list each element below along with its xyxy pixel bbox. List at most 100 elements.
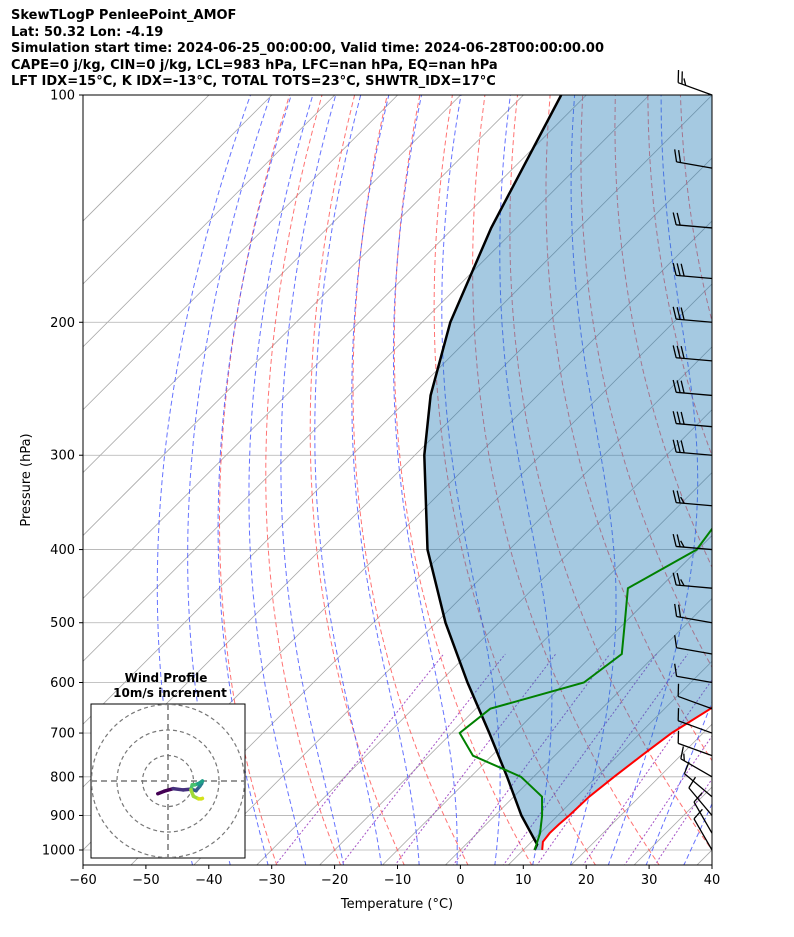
wind-barb-feather	[693, 792, 703, 803]
wind-barb-staff	[688, 787, 713, 816]
wind-barb-feather	[680, 496, 685, 504]
wind-barb-feather	[676, 263, 681, 276]
wind-barb-staff	[693, 818, 713, 851]
wind-barb-feather	[672, 212, 677, 225]
hodograph-title: Wind Profile	[125, 671, 208, 685]
y-axis: 100 200 300 400 500 600 700 800 900 1000	[42, 89, 83, 859]
moist-adiabat-line	[683, 802, 712, 865]
wind-barb-feather	[680, 380, 685, 394]
mixing-ratio-line	[274, 653, 445, 865]
wind-barb-feather	[677, 150, 682, 163]
time-line: Simulation start time: 2024-06-25_00:00:…	[11, 41, 604, 56]
dry-adiabat-line	[472, 95, 660, 865]
dry-adiabat-line	[580, 95, 712, 669]
indices-line-1: CAPE=0 j/kg, CIN=0 j/kg, LCL=983 hPa, LF…	[11, 57, 498, 73]
isotherm-line	[83, 95, 398, 411]
moist-adiabat-line	[217, 95, 292, 865]
wind-barb-feather	[672, 345, 677, 358]
dry-adiabat-line	[265, 95, 342, 865]
wind-barb-feather	[676, 572, 681, 586]
location-line: Lat: 50.32 Lon: -4.19	[11, 24, 164, 40]
y-axis-label: Pressure (hPa)	[19, 433, 34, 526]
moist-adiabat-line	[607, 95, 699, 865]
isotherm-line	[83, 95, 650, 662]
moist-adiabat-line	[280, 95, 345, 865]
dry-adiabat-line	[309, 95, 405, 865]
hodograph-subtitle: 10m/s increment	[113, 686, 227, 700]
wind-barb-feather	[676, 380, 681, 393]
wind-barb-staff	[693, 801, 713, 834]
wind-barb-feather	[676, 307, 681, 320]
isotherm-line	[319, 472, 712, 865]
y-tick-label: 300	[50, 449, 75, 464]
x-tick-label: 0	[456, 873, 464, 888]
wind-barb-feather	[672, 572, 677, 586]
wind-barb-feather	[676, 212, 681, 226]
wind-barb-feather	[674, 663, 678, 677]
y-tick-label: 700	[50, 727, 75, 742]
x-tick-label: −10	[384, 873, 411, 888]
wind-barb-feather	[680, 746, 684, 759]
wind-barb-staff	[677, 82, 713, 96]
wind-barb-feather	[674, 603, 678, 617]
moist-adiabat-line	[314, 95, 382, 865]
y-tick-label: 900	[50, 809, 75, 824]
moist-adiabat-line	[441, 95, 501, 865]
wind-barb-staff	[676, 545, 713, 551]
wind-barb-staff	[676, 584, 713, 589]
dry-adiabat-line	[219, 95, 290, 865]
wind-barb-feather	[693, 808, 703, 820]
wind-barb-feather	[672, 306, 677, 320]
wind-barb-feather	[680, 263, 685, 277]
isotherm-line	[130, 283, 712, 865]
wind-barb-staff	[676, 274, 713, 280]
wind-barb-feather	[676, 345, 681, 359]
wind-barbs	[672, 70, 713, 851]
dry-adiabat-line	[647, 95, 712, 457]
wind-barb-feather	[677, 604, 682, 618]
mixing-ratio-line	[654, 778, 712, 865]
x-tick-label: −40	[195, 873, 222, 888]
wind-barb-feather	[672, 533, 677, 547]
wind-barb-feather	[683, 78, 687, 86]
isotherm-line	[444, 597, 712, 865]
dry-adiabat-line	[778, 95, 794, 866]
wind-barb-staff	[676, 318, 713, 323]
wind-barb-feather	[676, 439, 681, 453]
wind-barb-feather	[674, 149, 678, 163]
y-tick-label: 600	[50, 676, 75, 691]
wind-barb-feather	[676, 411, 681, 425]
moist-adiabat-line	[187, 95, 272, 865]
temperature-line	[541, 706, 712, 851]
dry-adiabat-line	[393, 95, 533, 865]
wind-barb-staff	[676, 357, 713, 362]
isotherm-line	[83, 95, 461, 474]
x-axis-label: Temperature (°C)	[340, 897, 453, 912]
wind-barb-feather	[676, 534, 681, 547]
wind-barb-feather	[674, 635, 678, 648]
mixing-ratio-line	[582, 679, 712, 865]
isotherm-line	[256, 409, 712, 865]
wind-barb-feather	[683, 761, 690, 774]
y-tick-label: 400	[50, 543, 75, 558]
parcel-profile-line	[423, 95, 563, 851]
wind-barb-feather	[680, 307, 685, 320]
wind-barb-feather	[688, 776, 697, 789]
moist-adiabat-line	[156, 95, 251, 865]
mixing-ratio-line	[340, 653, 506, 865]
x-tick-label: −60	[69, 873, 96, 888]
wind-barb-staff	[680, 758, 713, 778]
y-tick-label: 100	[50, 89, 75, 104]
wind-barb-feather	[672, 439, 677, 453]
dry-adiabat-line	[352, 95, 469, 865]
x-tick-label: 20	[578, 873, 595, 888]
isotherm-line	[83, 95, 524, 537]
isotherm-line	[507, 660, 712, 865]
y-tick-label: 1000	[42, 844, 75, 859]
profile-lines	[423, 95, 712, 851]
moist-adiabat-line	[499, 95, 553, 865]
indices-line-2: LFT IDX=15°C, K IDX=-13°C, TOTAL TOTS=23…	[11, 74, 496, 89]
x-tick-label: 30	[641, 873, 658, 888]
isotherm-line	[83, 95, 336, 348]
